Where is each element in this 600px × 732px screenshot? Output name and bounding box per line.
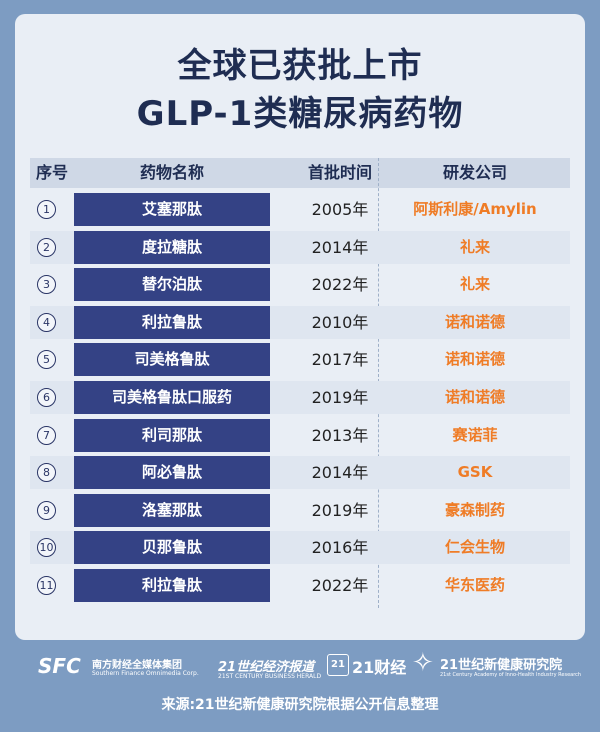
- sfc-name: 南方财经全媒体集团: [92, 660, 182, 671]
- institute-name: 21世纪新健康研究院: [440, 658, 563, 673]
- developer-company: 赛诺菲: [452, 425, 498, 444]
- developer-company: 礼来: [459, 237, 490, 256]
- developer-company: 豪森制药: [444, 500, 505, 519]
- caijing-icon: 21: [327, 654, 349, 676]
- row-number-badge: 4: [37, 312, 56, 332]
- drug-name: 艾塞那肽: [74, 193, 270, 226]
- table-row: 3 替尔泊肽 2022年 礼来: [30, 268, 570, 302]
- table-row: 11 利拉鲁肽 2022年 华东医药: [30, 569, 570, 602]
- approval-year: 2022年: [311, 576, 369, 595]
- approval-year: 2013年: [311, 425, 369, 445]
- drug-name: 贝那鲁肽: [74, 531, 270, 565]
- developer-company: 诺和诺德: [444, 312, 505, 331]
- herald-name: 21世纪经济报道: [218, 660, 315, 675]
- source-note: 来源:21世纪新健康研究院根据公开信息整理: [161, 697, 439, 713]
- approval-year: 2010年: [311, 312, 369, 332]
- page-subtitle: GLP-1类糖尿病药物: [136, 94, 464, 134]
- developer-company: 阿斯利康/Amylin: [413, 200, 537, 218]
- header-year: 首批时间: [307, 163, 372, 182]
- approval-year: 2014年: [311, 237, 369, 257]
- footer-logos: SFC 南方财经全媒体集团 Southern Finance Omnimedia…: [0, 648, 600, 688]
- sfc-en: Southern Finance Omnimedia Corp.: [92, 670, 199, 677]
- drug-name: 阿必鲁肽: [74, 456, 270, 490]
- developer-company: 诺和诺德: [444, 388, 505, 406]
- caijing-name: 21财经: [352, 658, 407, 677]
- header-index: 序号: [35, 163, 68, 182]
- header-company: 研发公司: [442, 163, 507, 182]
- table-row: 4 利拉鲁肽 2010年 诺和诺德: [30, 305, 570, 339]
- developer-company: 华东医药: [444, 576, 505, 594]
- table-row: 7 利司那肽 2013年 赛诺菲: [30, 418, 570, 452]
- row-number-badge: 8: [37, 463, 56, 483]
- row-number-badge: 3: [37, 275, 56, 295]
- approval-year: 2019年: [311, 500, 369, 520]
- institute-figure-icon: ✧: [412, 648, 434, 678]
- table-row: 1 艾塞那肽 2005年 阿斯利康/Amylin: [30, 193, 570, 226]
- page-title: 全球已获批上市: [177, 46, 423, 86]
- drug-name: 度拉糖肽: [74, 230, 270, 264]
- drug-name: 司美格鲁肽: [74, 343, 270, 377]
- approval-year: 2017年: [311, 350, 369, 370]
- developer-company: 诺和诺德: [444, 350, 505, 369]
- row-number-badge: 9: [37, 500, 56, 520]
- drug-name: 利司那肽: [74, 418, 270, 452]
- sfc-logo: SFC: [38, 654, 81, 678]
- approval-year: 2019年: [311, 388, 369, 407]
- approval-year: 2016年: [311, 538, 369, 558]
- table-row: 9 洛塞那肽 2019年 豪森制药: [30, 493, 570, 527]
- row-number-badge: 1: [37, 200, 56, 219]
- developer-company: GSK: [457, 463, 493, 482]
- row-number-badge: 5: [37, 350, 56, 370]
- drug-name: 洛塞那肽: [74, 493, 270, 527]
- table-row: 5 司美格鲁肽 2017年 诺和诺德: [30, 343, 570, 377]
- drug-name: 司美格鲁肽口服药: [74, 381, 270, 414]
- drug-name: 利拉鲁肽: [74, 305, 270, 339]
- institute-en: 21st Century Academy of Inno-Health Indu…: [440, 672, 582, 678]
- drug-name: 利拉鲁肽: [74, 569, 270, 602]
- row-number-badge: 11: [37, 576, 56, 595]
- table-row: 8 阿必鲁肽 2014年 GSK: [30, 456, 570, 490]
- drug-name: 替尔泊肽: [74, 268, 270, 302]
- developer-company: 仁会生物: [444, 538, 505, 557]
- row-number-badge: 10: [37, 538, 56, 558]
- row-number-badge: 2: [37, 237, 56, 257]
- row-number-badge: 7: [37, 425, 56, 445]
- approval-year: 2022年: [311, 275, 369, 295]
- row-number-badge: 6: [37, 388, 56, 407]
- table-row: 6 司美格鲁肽口服药 2019年 诺和诺德: [30, 381, 570, 414]
- developer-company: 礼来: [459, 275, 490, 294]
- table-header: 序号 药物名称 首批时间 研发公司: [30, 158, 570, 188]
- table-row: 2 度拉糖肽 2014年 礼来: [30, 230, 570, 264]
- approval-year: 2014年: [311, 463, 369, 483]
- header-name: 药物名称: [139, 163, 204, 182]
- approval-year: 2005年: [311, 200, 369, 219]
- herald-en: 21ST CENTURY BUSINESS HERALD: [218, 673, 322, 680]
- table-row: 10 贝那鲁肽 2016年 仁会生物: [30, 531, 570, 565]
